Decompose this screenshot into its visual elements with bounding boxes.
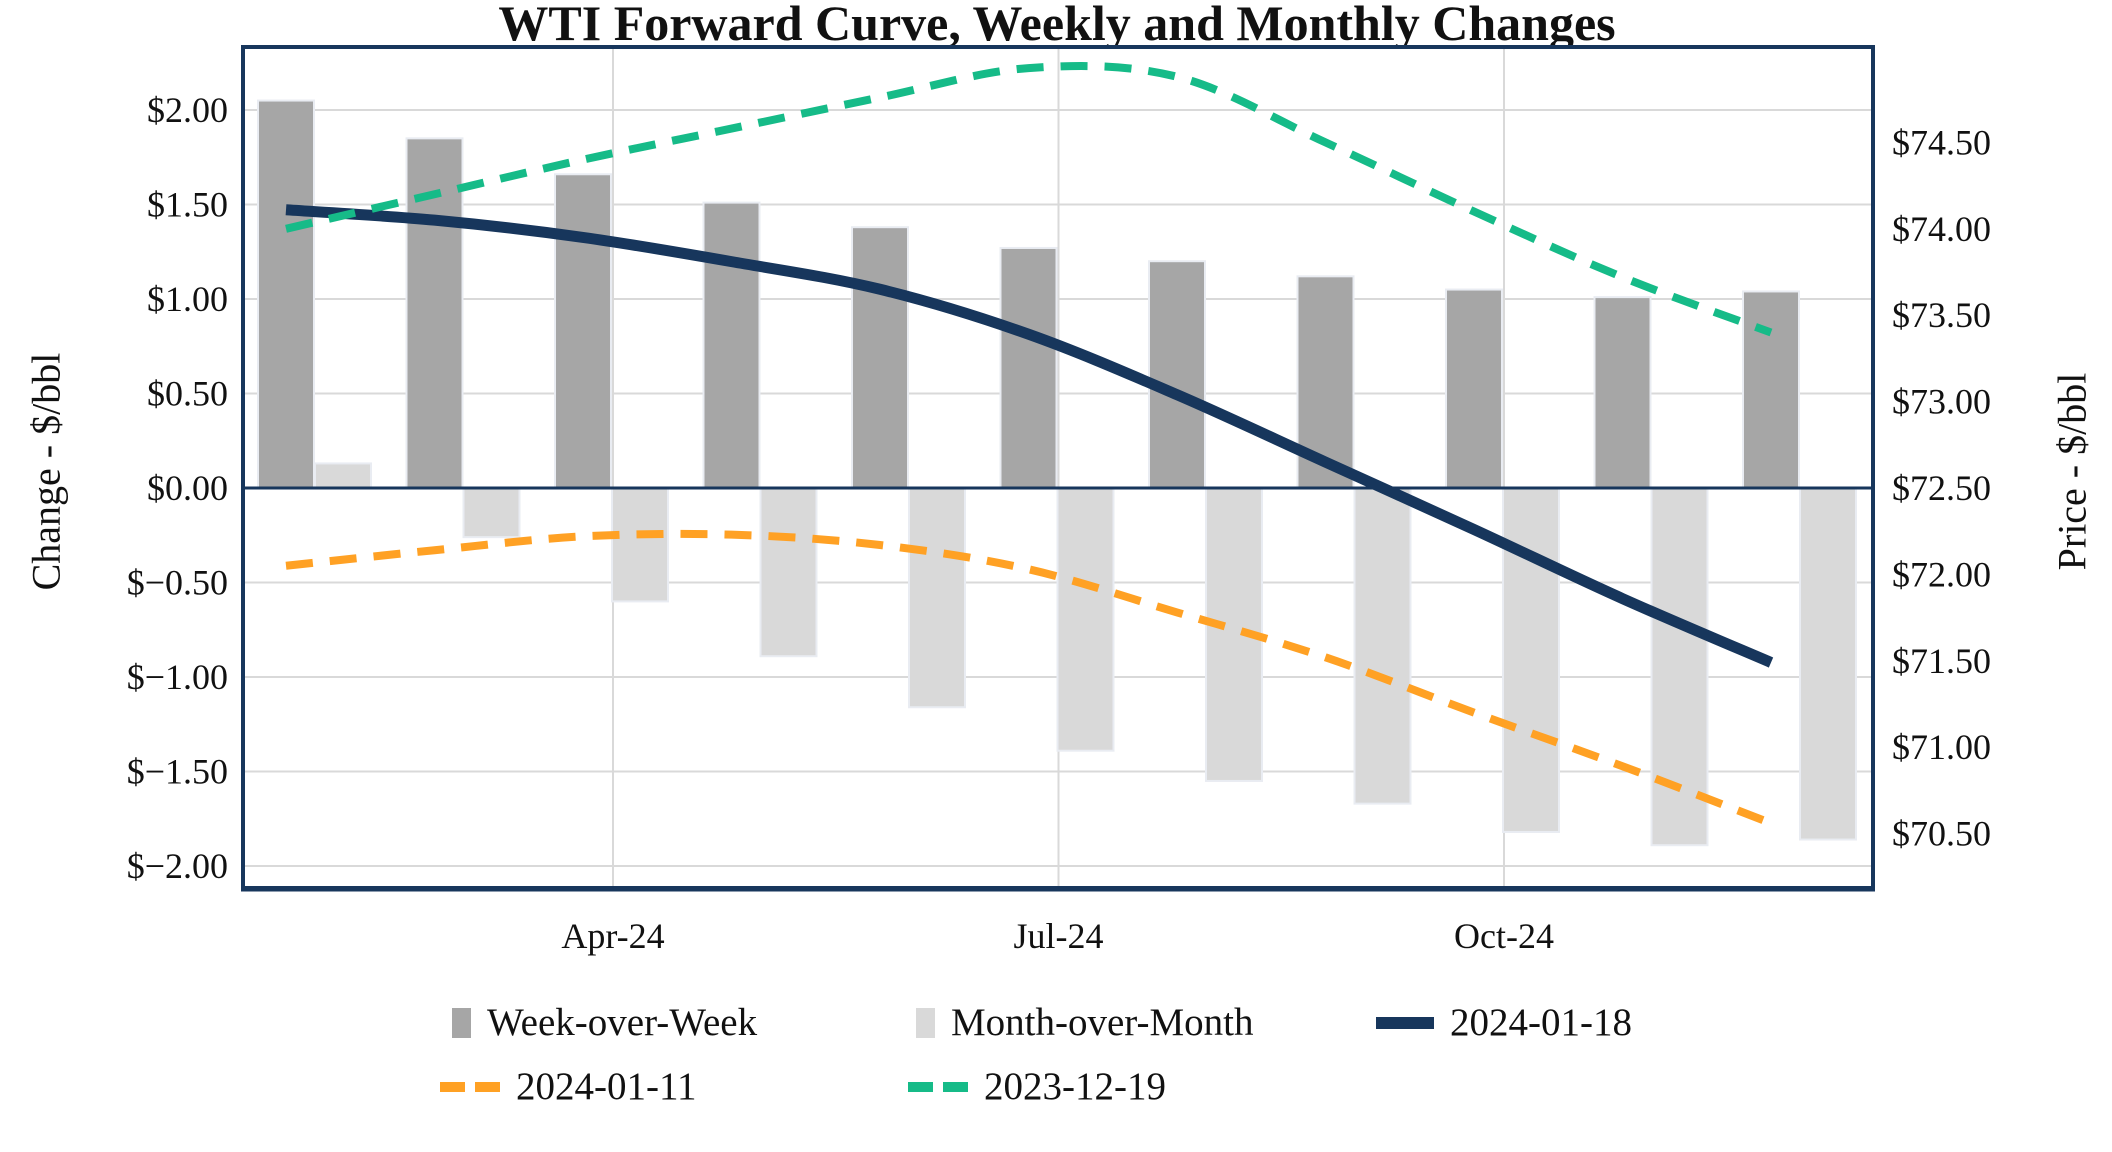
chart-title: WTI Forward Curve, Weekly and Monthly Ch… bbox=[498, 0, 1616, 51]
bar-month-over-month bbox=[462, 487, 521, 539]
bar-week-over-week bbox=[1593, 296, 1652, 489]
right-axis-tick-label: $73.00 bbox=[1892, 382, 1991, 422]
bar-week-over-week bbox=[851, 226, 909, 489]
bar-week-over-week bbox=[257, 99, 315, 490]
right-axis-tick-label: $73.50 bbox=[1892, 295, 1991, 335]
price-line-2023-12-19 bbox=[285, 62, 1773, 337]
right-axis-tick-label: $72.50 bbox=[1892, 468, 1991, 508]
bar-week-over-week bbox=[1742, 290, 1800, 489]
right-axis-tick-label: $74.50 bbox=[1892, 122, 1991, 162]
bar-month-over-month bbox=[1056, 487, 1115, 752]
bar-month-over-month bbox=[611, 487, 669, 603]
right-axis-tick-label: $74.00 bbox=[1892, 209, 1991, 249]
left-axis-tick-label: $−1.50 bbox=[127, 752, 228, 792]
x-axis-tick-label: Jul-24 bbox=[1014, 916, 1104, 956]
bar-week-over-week bbox=[702, 201, 761, 490]
bar-week-over-week bbox=[554, 173, 612, 489]
bar-month-over-month bbox=[1799, 487, 1857, 841]
price-line-2024-01-18 bbox=[285, 204, 1774, 668]
right-axis-tick-label: $72.00 bbox=[1892, 554, 1991, 594]
right-axis-tick-label: $70.50 bbox=[1892, 814, 1991, 854]
left-axis-tick-label: $1.00 bbox=[147, 279, 228, 319]
bar-week-over-week bbox=[999, 246, 1058, 489]
left-axis-tick-label: $−2.00 bbox=[127, 846, 228, 886]
bar-month-over-month bbox=[1502, 487, 1560, 833]
bar-month-over-month bbox=[1353, 487, 1412, 805]
bar-month-over-month bbox=[314, 462, 372, 489]
x-axis-tick-label: Apr-24 bbox=[561, 916, 664, 956]
left-axis-tick-label: $−1.00 bbox=[127, 657, 228, 697]
right-axis-tick-label: $71.50 bbox=[1892, 641, 1991, 681]
x-axis-tick-label: Oct-24 bbox=[1454, 916, 1554, 956]
right-axis-tick-label: $71.00 bbox=[1892, 727, 1991, 767]
left-axis-tick-label: $−0.50 bbox=[127, 563, 228, 603]
bar-week-over-week bbox=[1296, 275, 1355, 489]
left-axis-tick-label: $0.50 bbox=[147, 374, 228, 414]
left-axis-tick-label: $1.50 bbox=[147, 185, 228, 225]
bar-week-over-week bbox=[1148, 260, 1206, 490]
left-axis-tick-label: $0.00 bbox=[147, 468, 228, 508]
bar-week-over-week bbox=[1445, 288, 1503, 489]
left-axis-tick-label: $2.00 bbox=[147, 90, 228, 130]
bar-month-over-month bbox=[1650, 487, 1709, 847]
bar-month-over-month bbox=[908, 487, 966, 709]
bar-month-over-month bbox=[759, 487, 818, 658]
